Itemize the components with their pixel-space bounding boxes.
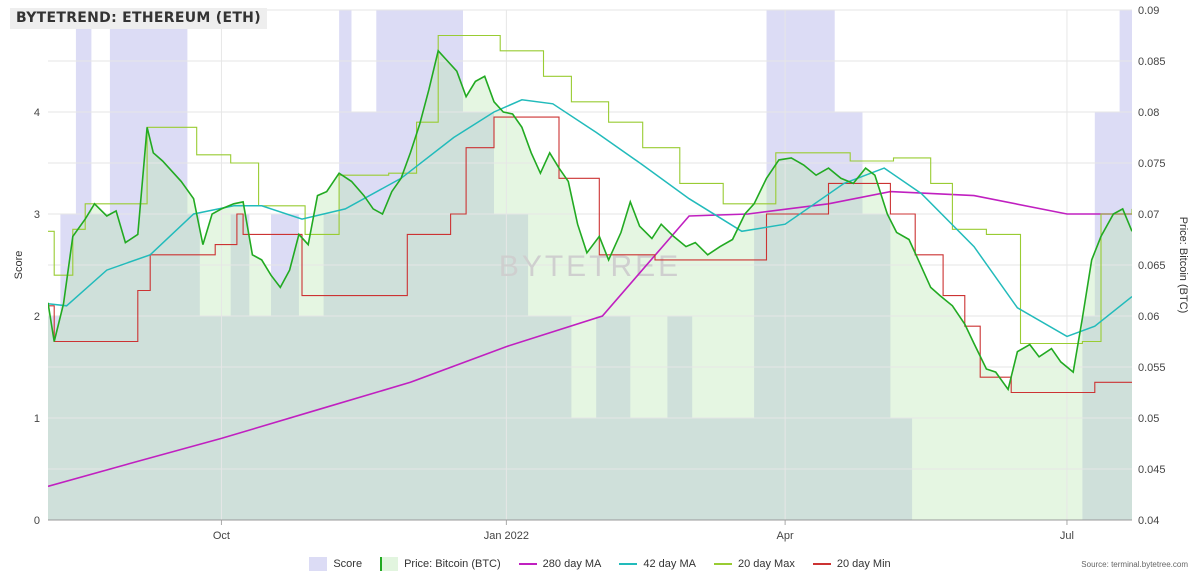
watermark: BYTETREE bbox=[499, 250, 681, 283]
legend-swatch-score bbox=[309, 557, 328, 571]
legend-label-20-day-min: 20 day Min bbox=[836, 558, 891, 570]
legend-swatch-42-day-ma bbox=[619, 563, 638, 565]
chart-title: BYTETREND: ETHEREUM (ETH) bbox=[10, 8, 267, 29]
series-20-day-max bbox=[48, 34, 1132, 345]
legend-swatch-20-day-min bbox=[812, 563, 831, 565]
source-note: Source: terminal.bytetree.com bbox=[1081, 560, 1188, 569]
y-right-tick-label: 0.09 bbox=[1138, 5, 1159, 17]
legend-item-20-day-min[interactable]: 20 day Min bbox=[812, 555, 891, 573]
legend-item-20-day-max[interactable]: 20 day Max bbox=[713, 555, 795, 573]
y-right-tick-label: 0.04 bbox=[1138, 515, 1159, 527]
y-right-tick-label: 0.05 bbox=[1138, 413, 1159, 425]
legend-label-score: Score bbox=[333, 558, 363, 570]
y-right-tick-label: 0.075 bbox=[1138, 158, 1166, 170]
x-tick-label: Apr bbox=[777, 530, 794, 542]
legend-item-280-day-ma[interactable]: 280 day MA bbox=[518, 555, 602, 573]
legend-swatch-280-day-ma bbox=[518, 563, 537, 565]
y-left-tick-label: 1 bbox=[34, 413, 40, 425]
legend-label-20-day-max: 20 day Max bbox=[737, 558, 795, 570]
y-right-tick-label: 0.08 bbox=[1138, 107, 1159, 119]
y-right-axis-title: Price: Bitcoin (BTC) bbox=[1177, 217, 1189, 314]
y-left-tick-label: 3 bbox=[34, 209, 40, 221]
y-right-tick-label: 0.045 bbox=[1138, 464, 1166, 476]
legend: Score Price: Bitcoin (BTC) 280 day MA 42… bbox=[0, 555, 1200, 573]
y-left-tick-label: 2 bbox=[34, 311, 40, 323]
x-tick-label: Oct bbox=[213, 530, 230, 542]
x-tick-label: Jan 2022 bbox=[484, 530, 529, 542]
y-right-tick-label: 0.07 bbox=[1138, 209, 1159, 221]
series-price-bitcoin bbox=[48, 49, 1132, 392]
y-left-tick-label: 4 bbox=[34, 107, 40, 119]
legend-item-price[interactable]: Price: Bitcoin (BTC) bbox=[380, 555, 501, 573]
gridlines bbox=[48, 9, 1132, 521]
series-lines bbox=[48, 34, 1132, 488]
y-right-tick-label: 0.06 bbox=[1138, 311, 1159, 323]
series-280-day-ma bbox=[48, 190, 1132, 488]
y-left-tick-label: 0 bbox=[34, 515, 40, 527]
x-tick-label: Jul bbox=[1060, 530, 1074, 542]
legend-swatch-price bbox=[380, 557, 399, 571]
series-42-day-ma bbox=[48, 99, 1132, 338]
y-right-tick-label: 0.085 bbox=[1138, 56, 1166, 68]
legend-item-score[interactable]: Score bbox=[309, 555, 362, 573]
legend-label-price: Price: Bitcoin (BTC) bbox=[404, 558, 501, 570]
legend-item-42-day-ma[interactable]: 42 day MA bbox=[619, 555, 696, 573]
y-right-tick-label: 0.065 bbox=[1138, 260, 1166, 272]
legend-label-280-day-ma: 280 day MA bbox=[542, 558, 602, 570]
series-20-day-min bbox=[48, 116, 1132, 394]
legend-label-42-day-ma: 42 day MA bbox=[643, 558, 696, 570]
legend-swatch-20-day-max bbox=[713, 563, 732, 565]
y-right-tick-label: 0.055 bbox=[1138, 362, 1166, 374]
axes: 0.04 0.045 0.05 0.055 0.06 0.065 0.07 0.075 0.08… bbox=[34, 5, 1166, 542]
y-left-axis-title: Score bbox=[13, 251, 25, 280]
